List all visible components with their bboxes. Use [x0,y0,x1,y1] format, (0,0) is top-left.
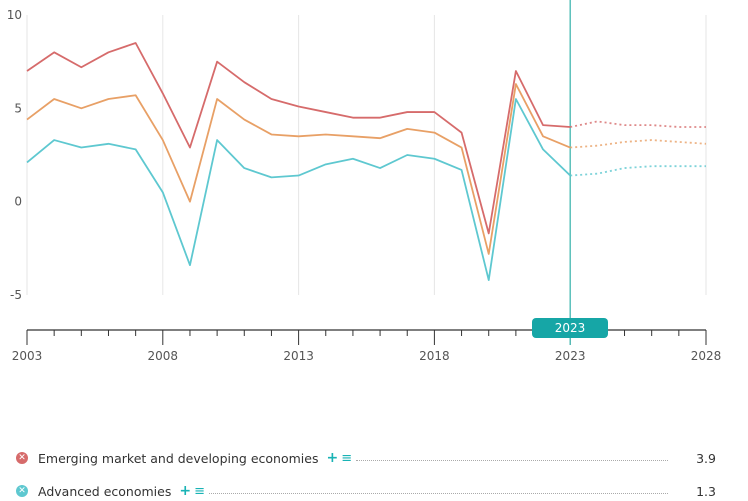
x-circle-icon[interactable]: ✕ [16,485,28,497]
legend-label: Emerging market and developing economies [38,451,318,466]
legend-label: Advanced economies [38,484,171,499]
y-tick-label: 0 [14,195,22,209]
legend-value: 3.9 [676,451,716,466]
list-icon[interactable]: ≡ [341,451,352,466]
x-tick-label: 2008 [148,349,179,363]
plus-icon[interactable]: + [179,483,191,499]
x-tick-label: 2028 [691,349,722,363]
list-icon[interactable]: ≡ [194,484,205,499]
series-forecast-1 [570,140,706,147]
series-forecast-2 [570,166,706,175]
legend-value: 1.3 [676,484,716,499]
y-tick-label: 5 [14,101,22,115]
x-tick-label: 2018 [419,349,450,363]
plus-icon[interactable]: + [326,450,338,466]
y-tick-label: -5 [10,288,22,302]
series-forecast-0 [570,121,706,127]
leader-dots [209,493,668,494]
highlight-year-badge[interactable]: 2023 [532,318,608,338]
leader-dots [356,460,668,461]
legend-item-advanced[interactable]: ✕ Advanced economies + ≡ 1.3 [16,481,716,501]
legend-item-emerging[interactable]: ✕ Emerging market and developing economi… [16,448,716,468]
x-tick-label: 2023 [555,349,586,363]
x-tick-label: 2013 [283,349,314,363]
x-tick-label: 2003 [12,349,43,363]
y-tick-label: 10 [7,8,22,22]
x-circle-icon[interactable]: ✕ [16,452,28,464]
